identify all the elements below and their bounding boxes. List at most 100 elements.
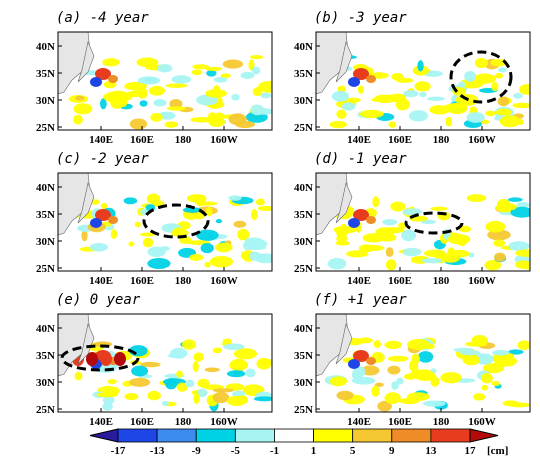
land — [335, 323, 353, 365]
anomaly-patch — [426, 96, 445, 101]
map-panel — [58, 314, 272, 412]
anomaly-patch — [258, 80, 272, 93]
anomaly-patch — [377, 400, 392, 412]
colorbar-segment — [156, 428, 197, 443]
anomaly-patch — [406, 392, 430, 401]
anomaly-patch — [206, 69, 217, 77]
lat-label: 40N — [36, 323, 55, 335]
anomaly-patch — [208, 116, 225, 128]
anomaly-patch — [508, 349, 524, 355]
anomaly-patch — [371, 385, 380, 397]
anomaly-patch — [423, 400, 446, 407]
anomaly-patch — [102, 58, 120, 67]
anomaly-patch — [192, 361, 199, 373]
anomaly-patch — [384, 392, 401, 405]
anomaly-core — [100, 352, 112, 366]
anomaly-patch — [337, 85, 347, 93]
anomaly-patch — [231, 93, 240, 101]
lat-label: 30N — [294, 236, 313, 248]
anomaly-patch — [445, 116, 453, 127]
anomaly-patch — [148, 85, 166, 96]
colorbar-label: 1 — [311, 445, 317, 457]
anomaly-patch — [474, 353, 494, 365]
anomaly-patch — [460, 350, 481, 356]
anomaly-patch — [351, 376, 376, 385]
anomaly-patch — [212, 388, 235, 393]
anomaly-patch — [129, 118, 148, 130]
anomaly-patch — [255, 198, 265, 206]
land — [58, 32, 91, 95]
anomaly-patch — [327, 257, 347, 270]
anomaly-patch — [73, 114, 83, 125]
anomaly-patch — [215, 242, 233, 253]
anomaly-patch — [75, 95, 85, 101]
anomaly-patch — [515, 249, 530, 257]
lon-label: 160E — [130, 416, 154, 428]
highlight-oval — [142, 203, 210, 239]
anomaly-patch — [341, 102, 356, 111]
lon-label: 140E — [89, 275, 113, 287]
anomaly-patch — [329, 120, 348, 129]
lat-label: 40N — [36, 41, 55, 53]
anomaly-patch — [395, 98, 410, 111]
anomaly-core — [366, 357, 376, 365]
anomaly-patch — [421, 219, 437, 225]
anomaly-patch — [256, 108, 272, 115]
lat-label: 30N — [294, 377, 313, 389]
anomaly-patch — [192, 64, 210, 70]
lat-label: 35N — [36, 68, 55, 80]
lat-label: 35N — [294, 209, 313, 221]
lat-label: 40N — [294, 182, 313, 194]
colorbar-label: -9 — [192, 445, 202, 457]
colorbar-segment — [117, 428, 158, 443]
anomaly-patch — [429, 105, 451, 115]
anomaly-patch — [229, 359, 248, 371]
anomaly-core — [366, 75, 376, 83]
anomaly-patch — [402, 208, 423, 216]
anomaly-patch — [382, 219, 398, 226]
anomaly-patch — [509, 204, 517, 210]
anomaly-patch — [165, 378, 178, 390]
anomaly-patch — [81, 229, 88, 242]
anomaly-patch — [507, 197, 523, 202]
lon-label: 140E — [347, 275, 371, 287]
anomaly-patch — [170, 347, 188, 359]
anomaly-patch — [373, 340, 382, 348]
colorbar-label: 13 — [425, 445, 437, 457]
anomaly-patch — [176, 370, 183, 378]
anomaly-patch — [387, 355, 409, 362]
anomaly-patch — [401, 229, 417, 242]
anomaly-patch — [196, 229, 219, 241]
anomaly-patch — [197, 388, 208, 398]
anomaly-patch — [123, 197, 138, 205]
colorbar-label: -5 — [231, 445, 241, 457]
anomaly-patch — [444, 103, 467, 109]
anomaly-patch — [147, 390, 161, 401]
colorbar-segment — [195, 428, 236, 443]
lat-label: 30N — [294, 95, 313, 107]
anomaly-patch — [418, 91, 427, 98]
anomaly-patch — [391, 72, 404, 81]
anomaly-patch — [244, 237, 264, 245]
anomaly-patch — [153, 99, 167, 107]
anomaly-patch — [193, 352, 204, 362]
anomaly-patch — [417, 60, 424, 72]
anomaly-patch — [102, 395, 115, 405]
anomaly-patch — [215, 218, 223, 224]
lon-label: 180 — [433, 275, 450, 287]
anomaly-patch — [340, 223, 347, 231]
anomaly-patch — [91, 199, 100, 205]
anomaly-patch — [494, 355, 518, 367]
lat-label: 25N — [36, 263, 55, 275]
anomaly-patch — [384, 340, 402, 350]
anomaly-patch — [204, 261, 211, 268]
colorbar-label: -17 — [111, 445, 126, 457]
anomaly-patch — [205, 89, 227, 98]
anomaly-patch — [126, 90, 146, 97]
anomaly-patch — [493, 252, 506, 262]
anomaly-patch — [329, 376, 348, 387]
anomaly-patch — [414, 81, 431, 92]
lon-label: 160E — [130, 134, 154, 146]
lon-label: 140E — [89, 416, 113, 428]
